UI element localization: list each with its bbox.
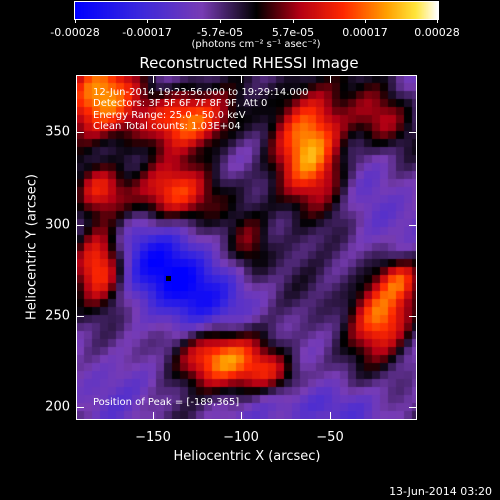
x-tick-label: −100 bbox=[223, 430, 259, 445]
y-axis-tick bbox=[76, 225, 84, 226]
colorbar-units-label: (photons cm⁻² s⁻¹ asec⁻²) bbox=[191, 39, 321, 50]
y-tick-label: 200 bbox=[45, 399, 70, 415]
plot-title: Reconstructed RHESSI Image bbox=[139, 54, 359, 72]
generation-timestamp: 13-Jun-2014 03:20 bbox=[389, 485, 492, 498]
x-tick-label: −50 bbox=[316, 430, 344, 445]
colorbar-tick bbox=[437, 19, 438, 23]
peak-marker bbox=[166, 276, 171, 281]
colorbar bbox=[74, 1, 439, 20]
image-plot-area: 12-Jun-2014 19:23:56.000 to 19:29:14.000… bbox=[76, 75, 417, 420]
colorbar-tick-label: -0.00017 bbox=[122, 26, 172, 39]
x-axis-tick-top bbox=[330, 75, 331, 83]
x-tick-label: −150 bbox=[135, 430, 171, 445]
colorbar-tick-label: 0.00017 bbox=[342, 26, 388, 39]
x-axis-tick-top bbox=[153, 75, 154, 83]
y-axis-tick bbox=[76, 407, 84, 408]
colorbar-tick bbox=[147, 19, 148, 23]
y-axis-tick-right bbox=[409, 316, 417, 317]
x-axis-tick bbox=[241, 412, 242, 420]
plot-border bbox=[76, 75, 417, 420]
annotation-time-range: 12-Jun-2014 19:23:56.000 to 19:29:14.000 bbox=[93, 87, 309, 98]
x-axis-label: Heliocentric X (arcsec) bbox=[173, 449, 321, 464]
colorbar-tick-label: -0.00028 bbox=[50, 26, 100, 39]
y-axis-tick bbox=[76, 132, 84, 133]
x-axis-tick-top bbox=[241, 75, 242, 83]
colorbar-tick bbox=[365, 19, 366, 23]
annotation-detectors: Detectors: 3F 5F 6F 7F 8F 9F, Att 0 bbox=[93, 98, 268, 109]
y-tick-label: 250 bbox=[45, 308, 70, 324]
colorbar-tick-label: 5.7e-05 bbox=[271, 26, 315, 39]
annotation-energy-range: Energy Range: 25.0 - 50.0 keV bbox=[93, 110, 246, 121]
annotation-peak-position: Position of Peak = [-189,365] bbox=[93, 397, 240, 408]
annotation-clean-counts: Clean Total counts: 1.03E+04 bbox=[93, 121, 241, 132]
y-axis-tick-right bbox=[409, 132, 417, 133]
y-axis-label: Heliocentric Y (arcsec) bbox=[24, 174, 40, 320]
y-tick-label: 350 bbox=[45, 124, 70, 140]
x-axis-tick bbox=[153, 412, 154, 420]
y-tick-label: 300 bbox=[45, 217, 70, 233]
colorbar-tick-label: 0.00028 bbox=[414, 26, 460, 39]
y-axis-tick-right bbox=[409, 225, 417, 226]
colorbar-tick bbox=[293, 19, 294, 23]
y-axis-tick-right bbox=[409, 407, 417, 408]
colorbar-tick bbox=[220, 19, 221, 23]
colorbar-tick bbox=[75, 19, 76, 23]
rhessi-image-map bbox=[76, 75, 417, 420]
colorbar-tick-label: -5.7e-05 bbox=[196, 26, 244, 39]
x-axis-tick bbox=[330, 412, 331, 420]
y-axis-tick bbox=[76, 316, 84, 317]
